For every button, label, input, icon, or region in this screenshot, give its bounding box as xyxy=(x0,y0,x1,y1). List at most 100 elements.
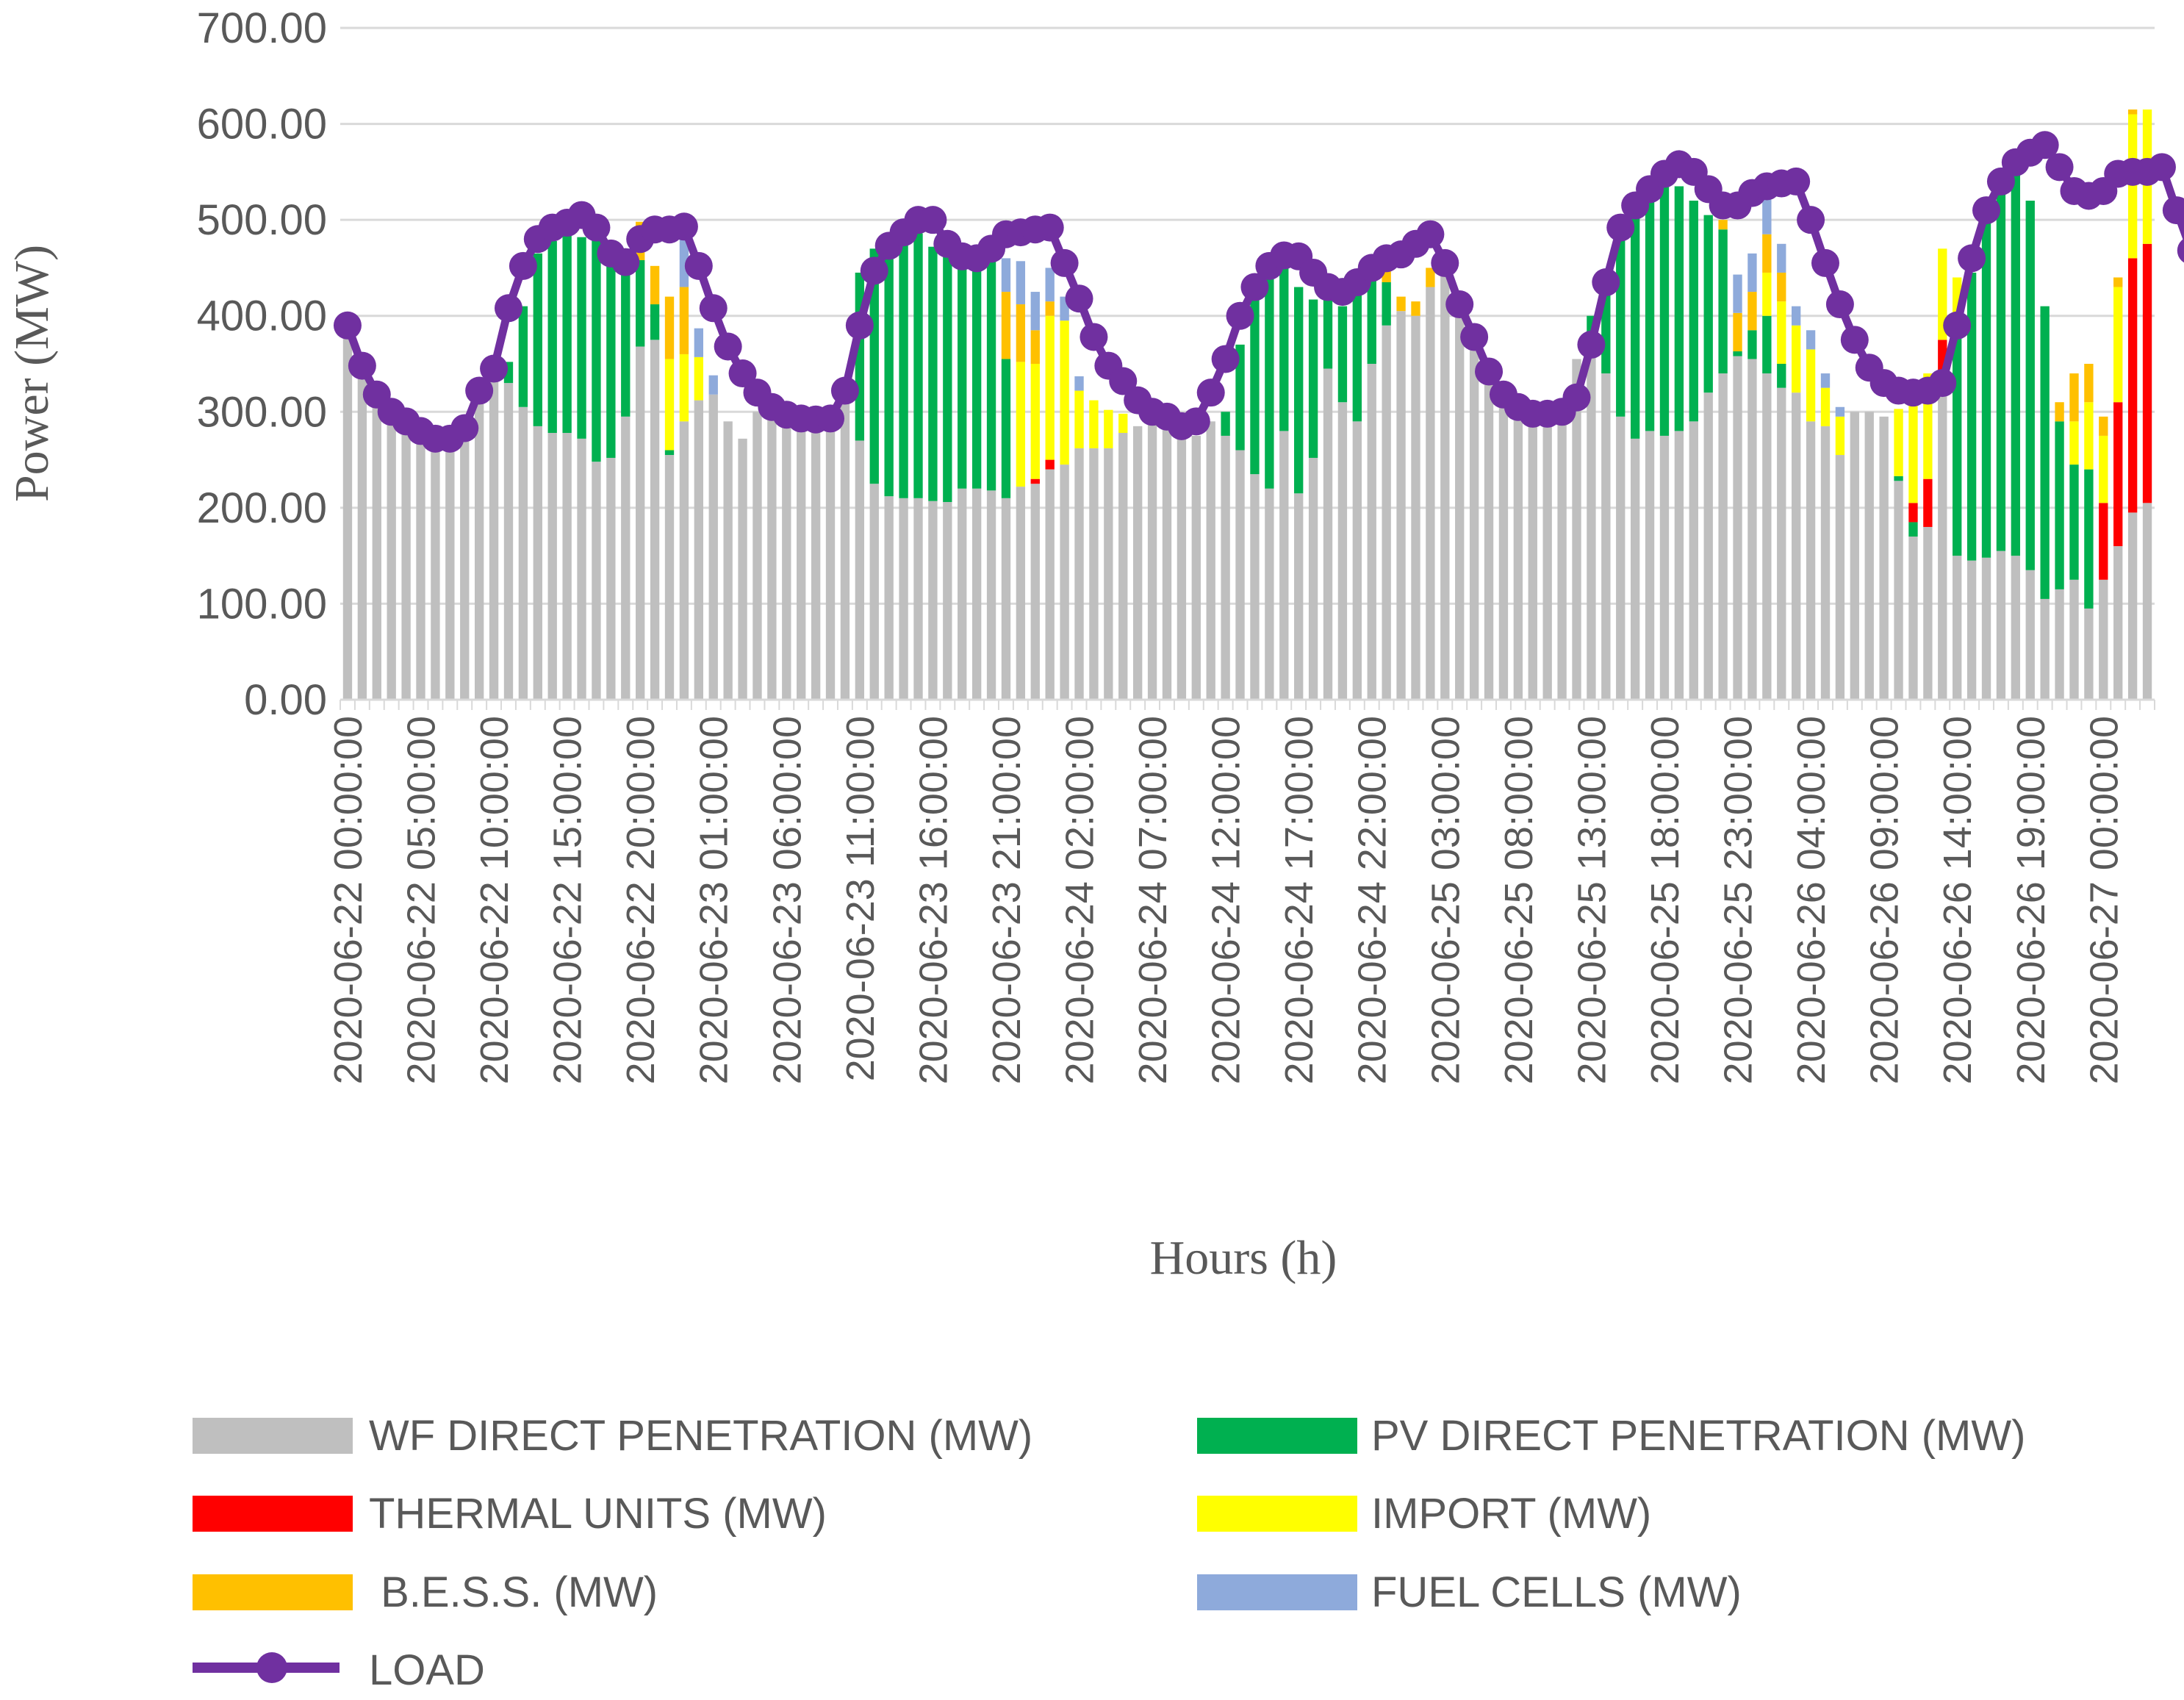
x-tick-label: 2020-06-23 11:00:00 xyxy=(838,716,883,1081)
legend-item-bess: B.E.S.S. (MW) xyxy=(193,1568,658,1616)
bar-segment-1 xyxy=(1426,287,1435,700)
bar-segment-2 xyxy=(971,259,982,489)
bar-segment-2 xyxy=(1908,522,1918,537)
bar-segment-1 xyxy=(1030,484,1040,700)
load-point xyxy=(1577,330,1606,359)
bar-segment-4 xyxy=(1806,349,1816,422)
legend-item-import: IMPORT (MW) xyxy=(1197,1490,1651,1538)
bar-segment-5 xyxy=(2127,109,2138,115)
bar-segment-2 xyxy=(1733,351,1742,356)
bar-segment-1 xyxy=(1045,469,1055,700)
bar-segment-1 xyxy=(958,488,967,700)
bar-segment-6 xyxy=(1777,243,1786,273)
load-point xyxy=(1475,357,1504,386)
load-point xyxy=(582,213,611,242)
bar-segment-2 xyxy=(621,262,631,417)
bar-segment-4 xyxy=(1908,397,1918,503)
x-tick-label: 2020-06-25 23:00:00 xyxy=(1717,716,1761,1084)
bar-segment-1 xyxy=(1689,421,1698,700)
bar-segment-1 xyxy=(1528,412,1537,700)
bar-segment-1 xyxy=(2099,579,2108,700)
load-point xyxy=(1182,407,1210,436)
load-point xyxy=(2177,238,2184,263)
bar-segment-2 xyxy=(2011,162,2021,556)
y-tick-label: 0.00 xyxy=(244,676,327,724)
bar-segment-1 xyxy=(1484,373,1494,700)
y-tick-label: 400.00 xyxy=(197,293,327,340)
bar-segment-4 xyxy=(1060,320,1069,465)
bar-segment-1 xyxy=(1074,448,1084,700)
load-point xyxy=(1606,213,1635,242)
bar-segment-1 xyxy=(1440,268,1450,700)
bar-segment-5 xyxy=(664,296,675,359)
load-point xyxy=(1416,220,1445,248)
bar-segment-1 xyxy=(1221,435,1230,700)
bar-segment-2 xyxy=(1953,315,1962,556)
bar-segment-1 xyxy=(869,484,879,700)
bar-segment-1 xyxy=(2142,503,2152,700)
bar-segment-1 xyxy=(1206,421,1215,700)
bar-segment-1 xyxy=(899,498,908,700)
load-point xyxy=(1460,323,1489,351)
x-tick-label: 2020-06-24 17:00:00 xyxy=(1277,716,1321,1084)
bar-segment-1 xyxy=(1411,315,1420,700)
bar-segment-4 xyxy=(679,354,689,422)
bar-segment-3 xyxy=(1908,503,1918,523)
y-tick-label: 700.00 xyxy=(197,4,327,52)
bar-segment-4 xyxy=(2084,402,2094,470)
legend-item-fuel: FUEL CELLS (MW) xyxy=(1197,1568,1742,1616)
bar-segment-4 xyxy=(1118,413,1128,434)
bar-segment-6 xyxy=(1030,292,1040,331)
legend-swatch-fuel xyxy=(1197,1574,1357,1610)
load-point xyxy=(860,257,888,285)
bar-segment-2 xyxy=(1235,344,1245,451)
legend-item-pv: PV DIRECT PENETRATION (MW) xyxy=(1197,1412,2025,1460)
bar-segment-4 xyxy=(1792,325,1801,393)
bar-segment-2 xyxy=(1630,208,1640,439)
bar-segment-4 xyxy=(2127,114,2138,259)
bar-segment-2 xyxy=(518,306,528,407)
bar-segment-2 xyxy=(1279,268,1289,431)
legend-swatch-wf xyxy=(193,1418,353,1454)
bar-segment-1 xyxy=(884,496,894,700)
load-point xyxy=(1080,323,1108,351)
bar-segment-6 xyxy=(1835,406,1845,417)
bar-segment-1 xyxy=(1089,448,1099,700)
bar-segment-1 xyxy=(2040,598,2050,700)
bar-segment-1 xyxy=(782,416,791,700)
bar-segment-1 xyxy=(562,433,572,700)
load-point xyxy=(830,376,859,405)
bar-segment-2 xyxy=(1250,296,1260,475)
bar-segment-1 xyxy=(1308,457,1318,700)
bar-segment-4 xyxy=(1777,301,1786,364)
legend: WF DIRECT PENETRATION (MW) PV DIRECT PEN… xyxy=(193,1412,2025,1694)
bar-segment-1 xyxy=(1820,426,1831,700)
bar-segment-1 xyxy=(1864,412,1874,700)
y-tick-label: 100.00 xyxy=(197,580,327,628)
bar-segment-2 xyxy=(1689,201,1698,422)
x-tick-label: 2020-06-26 09:00:00 xyxy=(1863,716,1907,1084)
load-point xyxy=(1196,379,1225,407)
legend-label-thermal: THERMAL UNITS (MW) xyxy=(369,1490,827,1538)
x-tick-label: 2020-06-22 15:00:00 xyxy=(546,716,590,1084)
bar-segment-1 xyxy=(416,431,425,700)
bar-segment-1 xyxy=(1630,438,1640,700)
bar-segment-2 xyxy=(913,233,923,498)
bar-segment-6 xyxy=(1820,373,1831,388)
load-point xyxy=(465,376,494,405)
x-tick-label: 2020-06-26 04:00:00 xyxy=(1789,716,1833,1084)
bar-segment-1 xyxy=(387,412,396,700)
load-point xyxy=(348,351,376,380)
x-tick-label: 2020-06-23 16:00:00 xyxy=(911,716,955,1084)
x-axis-title: Hours (h) xyxy=(1150,1231,1337,1285)
load-point xyxy=(1431,248,1459,277)
legend-swatch-import xyxy=(1197,1496,1357,1532)
bar-segment-1 xyxy=(943,502,952,700)
x-tick-label: 2020-06-25 13:00:00 xyxy=(1570,716,1614,1084)
load-point xyxy=(1811,248,1839,277)
bar-segment-5 xyxy=(679,287,689,354)
bar-segment-6 xyxy=(708,375,718,395)
bar-segment-1 xyxy=(431,440,440,700)
load-point xyxy=(1797,206,1825,234)
bar-segment-2 xyxy=(1747,330,1757,359)
